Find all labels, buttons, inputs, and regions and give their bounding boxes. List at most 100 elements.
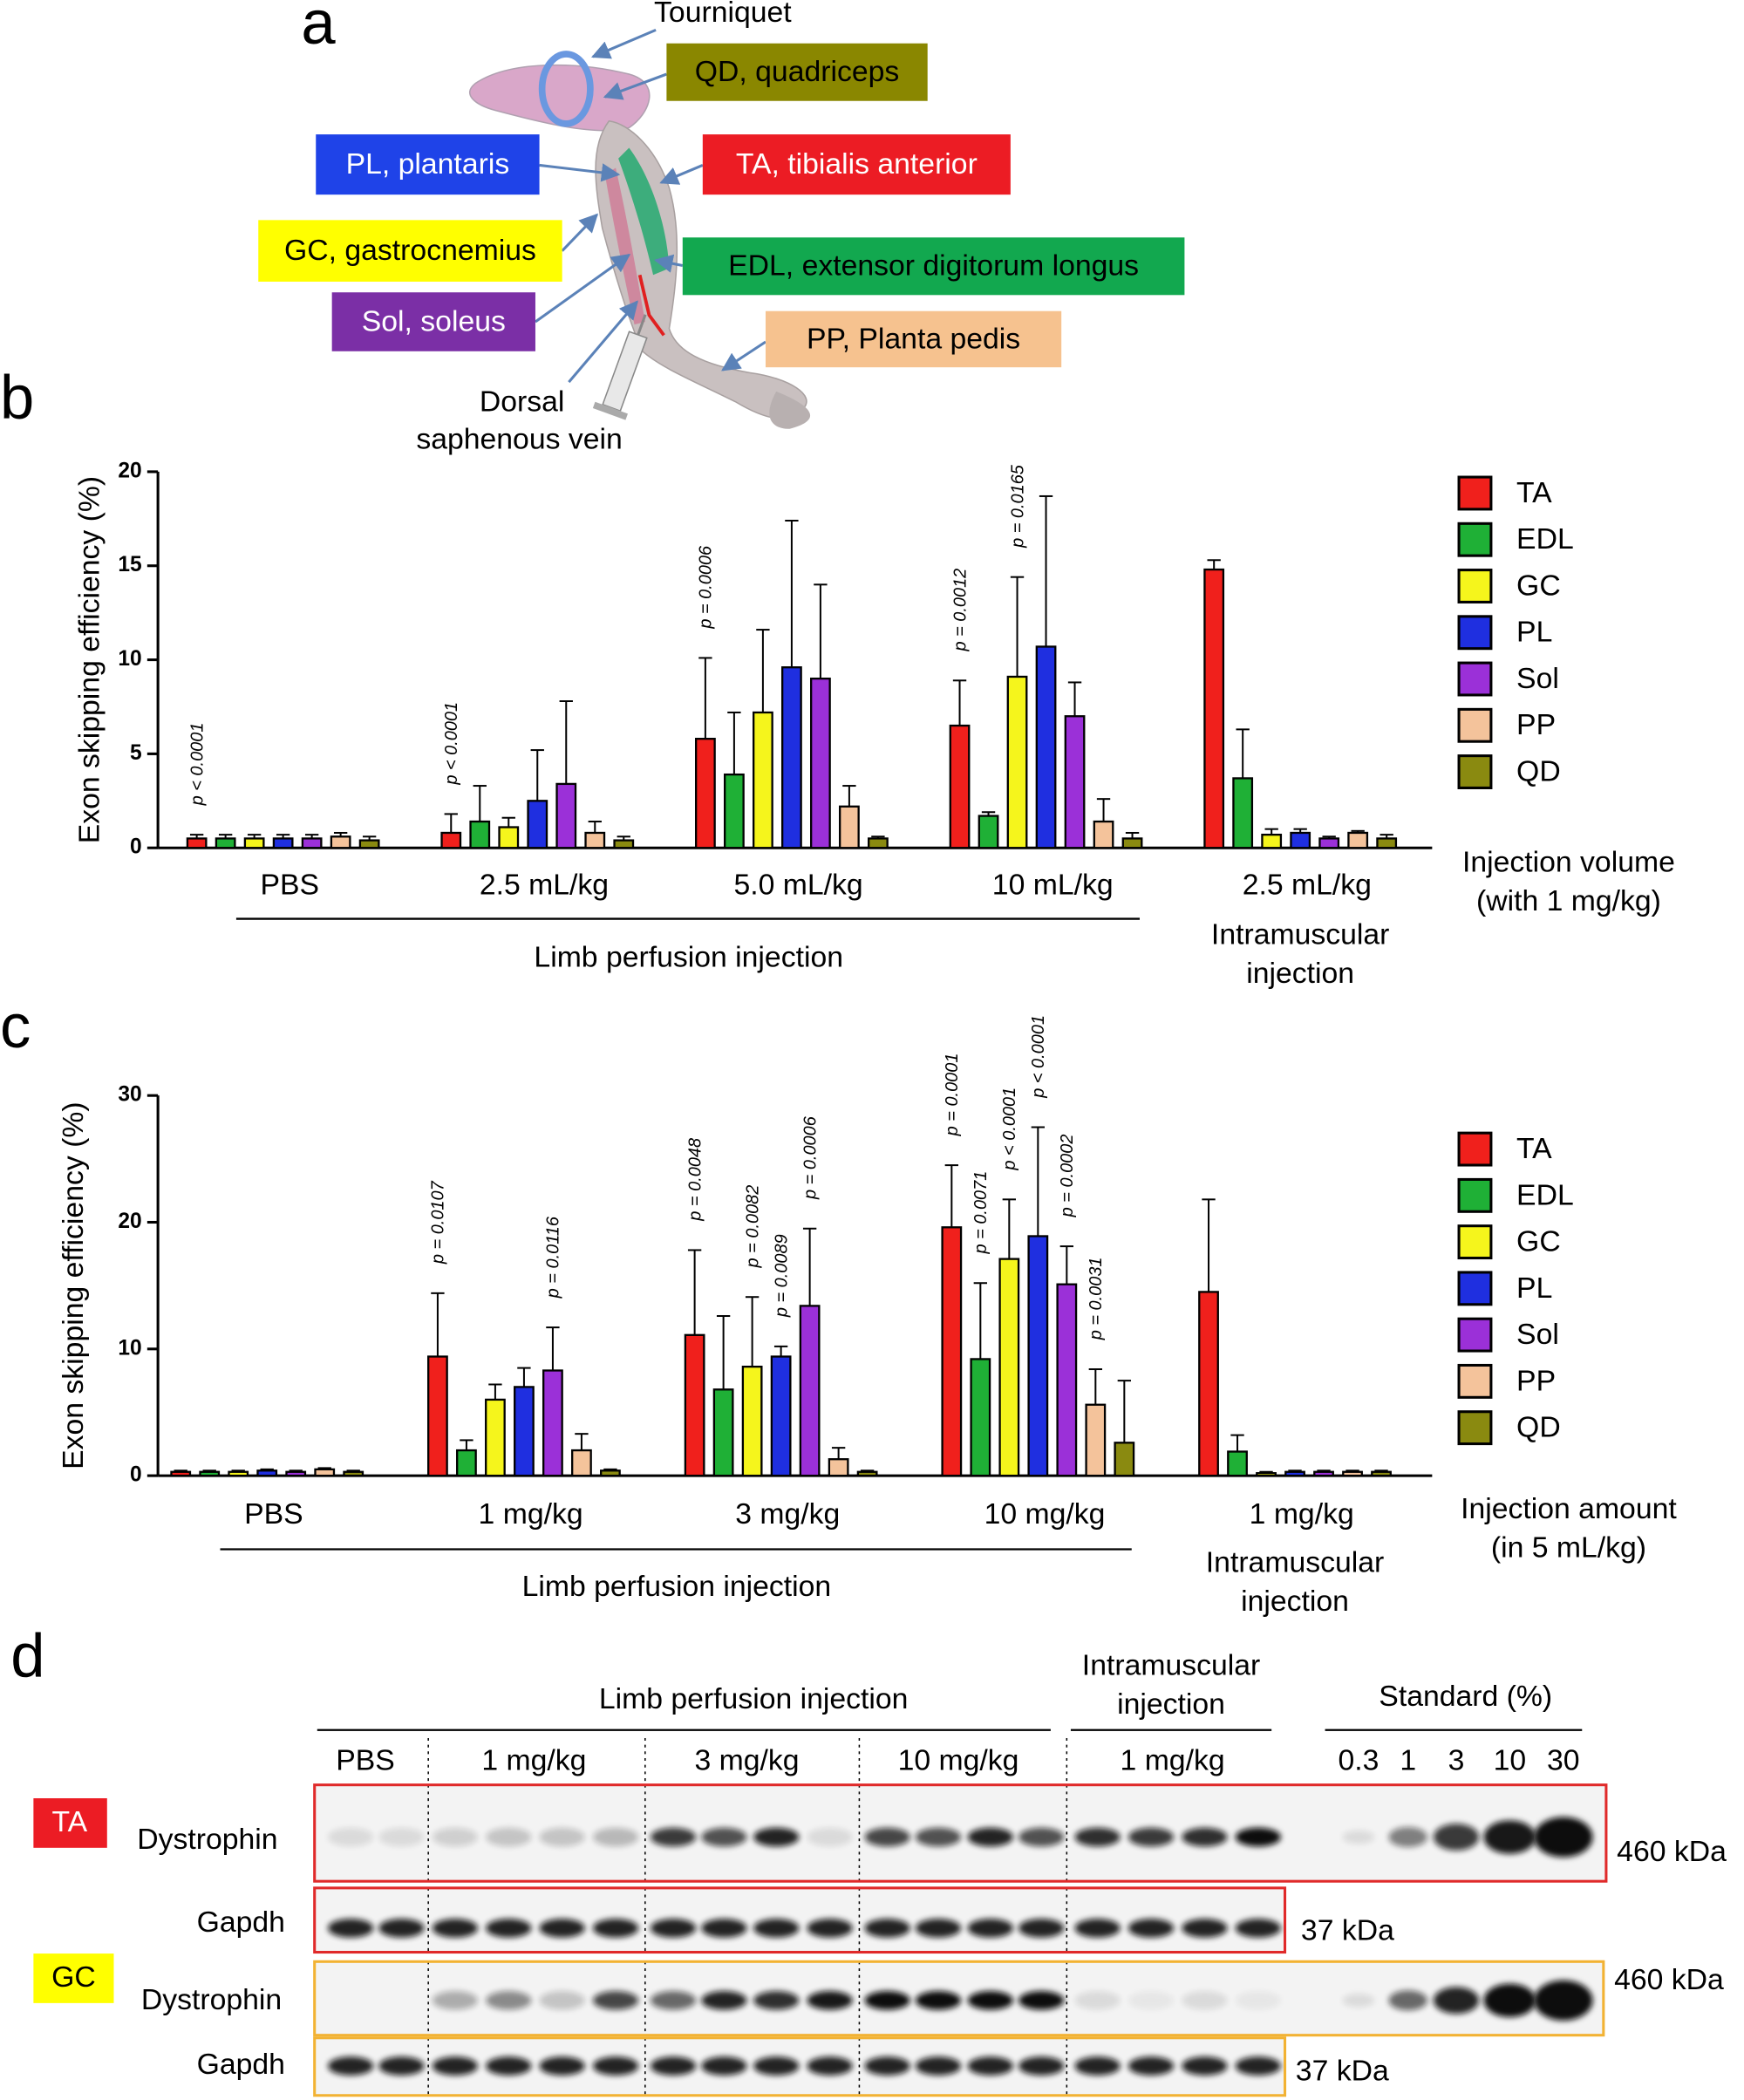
x-tick-label: 1 mg/kg xyxy=(1250,1497,1354,1531)
p-value: p = 0.0031 xyxy=(1087,1257,1106,1340)
x-tick-label: PBS xyxy=(244,1497,303,1531)
bar xyxy=(1056,1283,1078,1477)
band xyxy=(539,1827,585,1847)
legend-label: EDL xyxy=(1516,1178,1574,1211)
label-text: TA, tibialis anterior xyxy=(736,147,978,181)
p-value: p = 0.0048 xyxy=(685,1138,705,1222)
band xyxy=(1483,1983,1536,2017)
band xyxy=(1018,1827,1065,1847)
legend-swatch xyxy=(1457,475,1493,511)
legend-swatch xyxy=(1457,1317,1493,1353)
band xyxy=(650,2056,697,2076)
x-axis-label: Injection volume xyxy=(1462,846,1675,879)
x-tick-label: 10 mg/kg xyxy=(984,1497,1106,1531)
lane-group: 1 mg/kg xyxy=(481,1743,586,1776)
y-tick-label: 0 xyxy=(130,835,142,859)
bar xyxy=(941,1226,963,1477)
p-value: p = 0.0012 xyxy=(950,569,970,652)
label-text: PP, Planta pedis xyxy=(807,322,1020,355)
band xyxy=(864,2056,910,2076)
label-text: GC, gastrocnemius xyxy=(284,234,536,267)
band xyxy=(328,1827,374,1847)
arrow xyxy=(561,213,599,252)
bar xyxy=(215,837,236,849)
bar xyxy=(440,831,462,849)
tissue-tag xyxy=(33,1953,114,2003)
band xyxy=(753,1991,800,2010)
panel-letter: d xyxy=(10,1621,44,1690)
bar xyxy=(469,820,491,849)
band xyxy=(753,1919,800,1938)
legend-swatch xyxy=(1457,1363,1493,1399)
legend-swatch xyxy=(1457,1131,1493,1167)
legend-swatch xyxy=(1457,615,1493,651)
bar xyxy=(998,1258,1020,1477)
band xyxy=(864,1827,910,1847)
band xyxy=(1127,2056,1175,2076)
bar xyxy=(1121,837,1143,849)
bar xyxy=(186,837,208,849)
label-text: EDL, extensor digitorum longus xyxy=(728,249,1139,283)
legend-label: Sol xyxy=(1516,662,1559,695)
band xyxy=(915,1991,962,2010)
size-label: 37 kDa xyxy=(1296,2055,1389,2088)
bar xyxy=(1313,1470,1334,1477)
band xyxy=(486,1991,532,2010)
standard-label: 10 xyxy=(1494,1743,1527,1776)
bar xyxy=(781,666,802,849)
y-tick-label: 20 xyxy=(118,1210,141,1233)
band xyxy=(1342,1830,1375,1844)
bar xyxy=(1347,831,1369,849)
panel-letter: a xyxy=(301,0,336,57)
arrow xyxy=(535,254,631,324)
band xyxy=(378,1827,425,1847)
bar xyxy=(828,1458,849,1477)
x-tick-label: 1 mg/kg xyxy=(479,1497,583,1531)
bar xyxy=(228,1470,249,1477)
band xyxy=(864,1991,910,2010)
band xyxy=(1018,1991,1065,2010)
group-label: injection xyxy=(1246,957,1354,990)
blot-header: Intramuscular xyxy=(1082,1649,1260,1682)
bar xyxy=(456,1449,477,1477)
x-tick-label: 10 mL/kg xyxy=(992,869,1114,902)
band xyxy=(539,1991,585,2010)
bar xyxy=(856,1470,878,1477)
legend-label: TA xyxy=(1516,476,1552,509)
band xyxy=(1534,1980,1593,2021)
bar xyxy=(1342,1470,1363,1477)
y-tick-label: 10 xyxy=(118,647,141,671)
blot-frame xyxy=(313,2036,1287,2097)
bar xyxy=(868,837,889,849)
blot-header: injection xyxy=(1117,1688,1225,1721)
legend-swatch xyxy=(1457,1410,1493,1446)
bar xyxy=(753,711,773,849)
legend-label: PP xyxy=(1516,1364,1556,1397)
lane-group: 1 mg/kg xyxy=(1121,1743,1225,1776)
legend-swatch xyxy=(1457,1177,1493,1213)
band xyxy=(1235,1919,1281,1938)
band xyxy=(1235,2056,1281,2076)
band xyxy=(1074,1991,1121,2010)
panel-a: a Tourniquet Dorsal saphenous vein QD, q… xyxy=(258,0,1185,456)
protein-label: Gapdh xyxy=(197,2048,285,2081)
band xyxy=(1483,1820,1536,1854)
p-value: p < 0.0001 xyxy=(442,702,461,786)
bar xyxy=(542,1369,563,1477)
bar xyxy=(330,835,351,849)
band xyxy=(378,2056,425,2076)
bar xyxy=(600,1469,621,1477)
group-label: injection xyxy=(1241,1585,1349,1618)
blot-frame xyxy=(313,1960,1605,2037)
band xyxy=(864,1919,910,1938)
y-tick-label: 15 xyxy=(118,553,141,576)
bar xyxy=(243,837,265,849)
arrow xyxy=(654,254,684,273)
band xyxy=(967,1919,1013,1938)
blot-header: Limb perfusion injection xyxy=(599,1682,909,1715)
band xyxy=(807,1919,853,1938)
legend-swatch xyxy=(1457,707,1493,743)
band xyxy=(1127,1919,1175,1938)
lane-group: PBS xyxy=(336,1743,395,1776)
bar xyxy=(584,831,606,849)
